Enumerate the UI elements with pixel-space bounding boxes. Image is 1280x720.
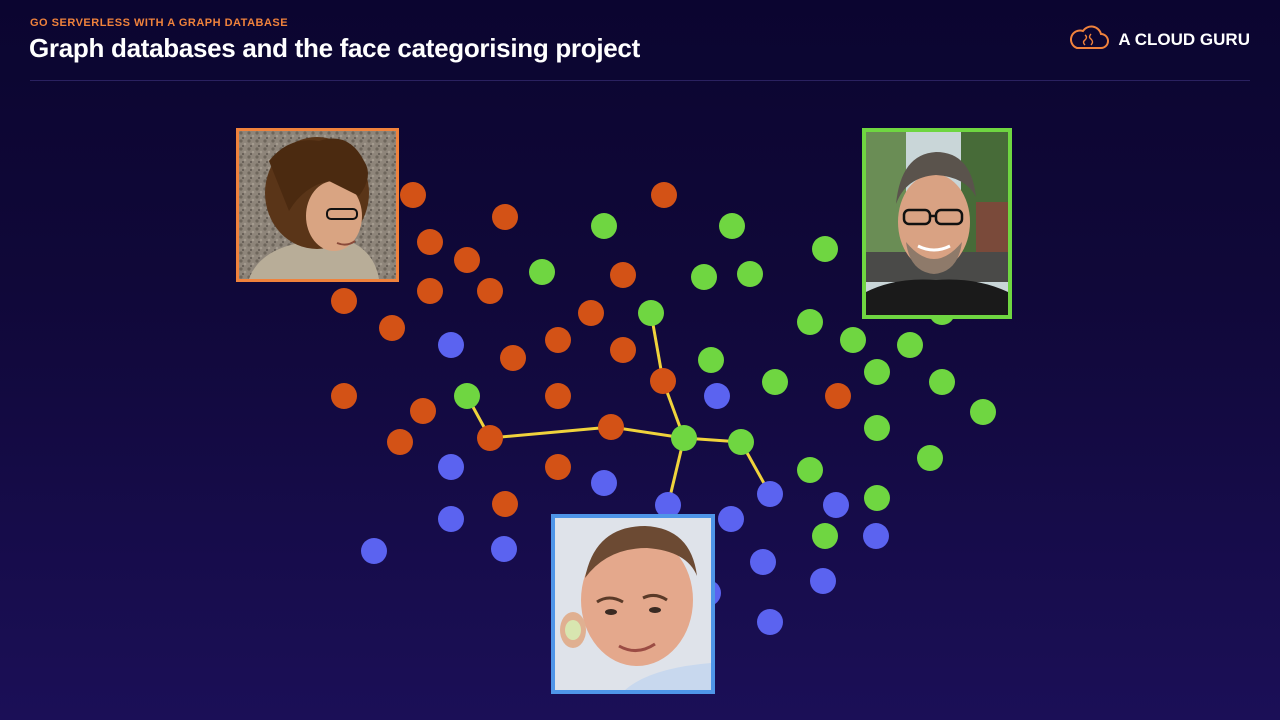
graph-node-orange — [545, 454, 571, 480]
graph-node-green — [812, 236, 838, 262]
graph-node-green — [691, 264, 717, 290]
graph-node-green — [864, 485, 890, 511]
graph-node-orange — [610, 262, 636, 288]
cloud-brain-icon — [1068, 25, 1110, 56]
graph-node-green — [671, 425, 697, 451]
header-divider — [30, 80, 1250, 81]
graph-node-orange — [417, 229, 443, 255]
graph-node-green — [529, 259, 555, 285]
graph-node-orange — [492, 204, 518, 230]
graph-node-blue — [757, 481, 783, 507]
page-title: Graph databases and the face categorisin… — [29, 33, 640, 63]
graph-node-orange — [379, 315, 405, 341]
brand-logo: A CLOUD GURU — [1068, 25, 1250, 56]
graph-node-green — [719, 213, 745, 239]
graph-node-green — [970, 399, 996, 425]
graph-node-orange — [650, 368, 676, 394]
graph-node-green — [917, 445, 943, 471]
graph-node-green — [698, 347, 724, 373]
graph-node-green — [864, 415, 890, 441]
graph-node-green — [638, 300, 664, 326]
graph-node-green — [454, 383, 480, 409]
graph-node-blue — [361, 538, 387, 564]
graph-node-blue — [718, 506, 744, 532]
photo-bearded-man — [862, 128, 1012, 319]
graph-node-blue — [810, 568, 836, 594]
graph-node-green — [797, 457, 823, 483]
graph-node-orange — [454, 247, 480, 273]
graph-node-orange — [651, 182, 677, 208]
logo-text: A CLOUD GURU — [1118, 30, 1250, 49]
graph-node-blue — [863, 523, 889, 549]
graph-node-blue — [491, 536, 517, 562]
graph-node-blue — [438, 332, 464, 358]
graph-node-blue — [704, 383, 730, 409]
graph-node-green — [737, 261, 763, 287]
graph-node-green — [797, 309, 823, 335]
graph-node-orange — [500, 345, 526, 371]
graph-node-orange — [410, 398, 436, 424]
graph-node-orange — [477, 278, 503, 304]
graph-node-orange — [331, 288, 357, 314]
graph-node-orange — [331, 383, 357, 409]
photo-bald-man — [551, 514, 715, 694]
graph-node-blue — [757, 609, 783, 635]
graph-node-orange — [387, 429, 413, 455]
graph-node-orange — [545, 327, 571, 353]
photo-curly-haired-man — [236, 128, 399, 282]
section-eyebrow: GO SERVERLESS WITH A GRAPH DATABASE — [30, 17, 289, 29]
graph-node-green — [728, 429, 754, 455]
graph-node-blue — [438, 454, 464, 480]
graph-node-orange — [598, 414, 624, 440]
graph-node-orange — [578, 300, 604, 326]
graph-node-green — [929, 369, 955, 395]
graph-node-green — [864, 359, 890, 385]
graph-node-orange — [610, 337, 636, 363]
graph-edge — [489, 425, 612, 440]
graph-node-blue — [750, 549, 776, 575]
graph-node-green — [840, 327, 866, 353]
graph-node-blue — [591, 470, 617, 496]
graph-node-blue — [655, 492, 681, 518]
graph-node-orange — [825, 383, 851, 409]
graph-node-green — [897, 332, 923, 358]
graph-node-orange — [545, 383, 571, 409]
graph-node-orange — [477, 425, 503, 451]
graph-node-green — [591, 213, 617, 239]
graph-node-green — [762, 369, 788, 395]
graph-node-blue — [438, 506, 464, 532]
graph-node-orange — [492, 491, 518, 517]
graph-node-blue — [823, 492, 849, 518]
graph-node-orange — [400, 182, 426, 208]
graph-node-green — [812, 523, 838, 549]
graph-node-orange — [417, 278, 443, 304]
